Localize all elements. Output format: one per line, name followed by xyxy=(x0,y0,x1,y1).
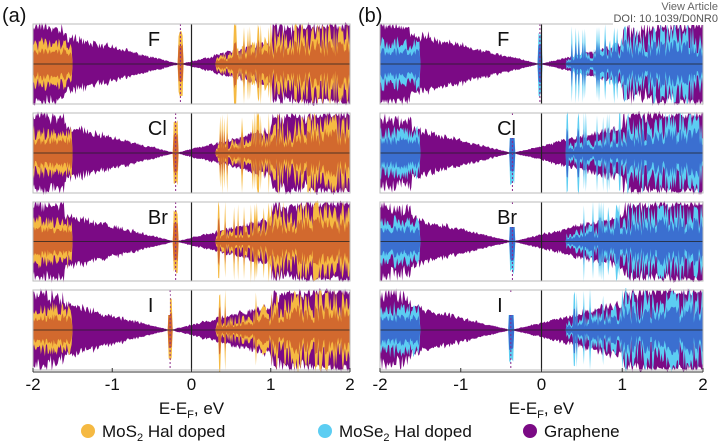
x-tick-label: -1 xyxy=(105,375,120,394)
row-label: I xyxy=(497,295,503,317)
x-tick-label: -1 xyxy=(453,375,468,394)
x-tick-label: -2 xyxy=(25,375,40,394)
label-bg xyxy=(143,27,170,49)
row-frame xyxy=(379,112,704,194)
row-frame xyxy=(32,23,351,105)
row-label: Br xyxy=(148,207,168,229)
row-label: F xyxy=(148,29,160,51)
row-frame xyxy=(379,23,704,105)
label-bg xyxy=(143,293,170,315)
doi-text: DOI: 10.1039/D0NR0 xyxy=(613,13,718,25)
x-tick-label: 0 xyxy=(537,375,546,394)
halide-doped-dos-dark xyxy=(33,37,350,90)
label-bg xyxy=(493,27,520,49)
halide-doped-dos-dark xyxy=(33,128,350,180)
legend-marker xyxy=(318,424,332,438)
label-bg xyxy=(143,116,170,138)
legend-label: Graphene xyxy=(544,422,620,441)
x-tick-label: 1 xyxy=(266,375,275,394)
row-frame xyxy=(32,201,351,282)
row-label: Cl xyxy=(148,118,167,140)
row-frame xyxy=(379,201,704,282)
dos-row-f: F xyxy=(32,22,351,106)
halide-doped-dos-dark xyxy=(33,214,350,267)
row-label: Br xyxy=(497,207,517,229)
row-frame xyxy=(32,112,351,194)
legend-label: MoS2 Hal doped xyxy=(102,422,225,444)
panel-label: (b) xyxy=(358,5,382,27)
dos-row-cl: Cl xyxy=(32,111,351,195)
halide-doped-dos xyxy=(33,200,350,283)
label-bg xyxy=(493,116,520,138)
halide-doped-dos-dark xyxy=(380,303,703,357)
x-axis-label: E-EF, eV xyxy=(159,399,225,421)
dos-row-br: Br xyxy=(32,200,351,283)
x-axis-label: E-EF, eV xyxy=(509,399,575,421)
panel-label: (a) xyxy=(2,5,26,27)
x-tick-label: 2 xyxy=(698,375,707,394)
dos-row-br: Br xyxy=(379,200,704,283)
view-article-link[interactable]: View Article xyxy=(661,1,718,13)
label-bg xyxy=(143,205,170,227)
label-bg xyxy=(493,205,520,227)
x-tick-label: 1 xyxy=(618,375,627,394)
dos-row-cl: Cl xyxy=(379,111,704,195)
x-tick-label: 0 xyxy=(187,375,196,394)
label-bg xyxy=(493,293,520,315)
dos-row-f: F xyxy=(379,22,704,106)
legend-marker xyxy=(81,424,95,438)
row-label: I xyxy=(148,295,154,317)
row-label: Cl xyxy=(497,118,516,140)
x-tick-label: 2 xyxy=(345,375,354,394)
legend-label: MoSe2 Hal doped xyxy=(339,422,472,444)
dos-row-i: I xyxy=(379,288,704,372)
dos-row-i: I xyxy=(32,288,351,372)
halide-doped-dos xyxy=(33,111,350,195)
x-tick-label: -2 xyxy=(372,375,387,394)
legend-marker xyxy=(523,424,537,438)
row-label: F xyxy=(497,29,509,51)
